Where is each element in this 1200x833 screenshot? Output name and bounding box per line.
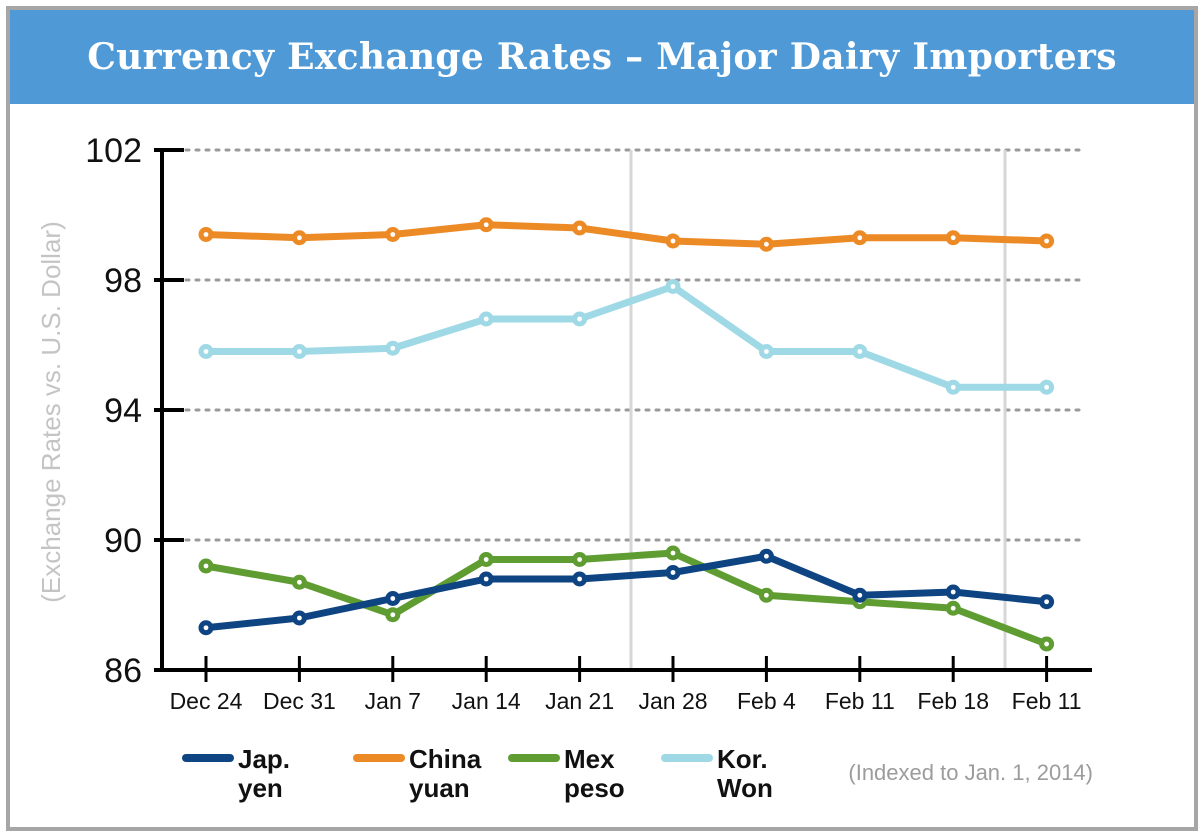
data-point-center xyxy=(577,557,582,562)
y-tick-label: 94 xyxy=(104,392,142,430)
data-point-center xyxy=(670,238,676,244)
data-point-center xyxy=(764,349,769,354)
x-tick-label: Jan 14 xyxy=(452,688,521,714)
y-tick-label: 86 xyxy=(104,652,142,690)
series-group xyxy=(198,217,1055,652)
data-point-center xyxy=(764,241,769,247)
data-point-center xyxy=(950,235,956,241)
data-point-center xyxy=(764,592,769,598)
data-point-center xyxy=(670,570,676,575)
x-tick-labels: Dec 24 Dec 31 Jan 7 Jan 14 Jan 21 Jan 28 Feb 4… xyxy=(170,688,1082,714)
x-tick-label: Dec 24 xyxy=(170,688,243,714)
x-tick-label: Feb 18 xyxy=(917,688,989,714)
x-tick-label: Feb 11 xyxy=(825,688,895,714)
data-point-center xyxy=(390,345,396,351)
data-point-center xyxy=(483,557,489,562)
data-point-center xyxy=(1044,641,1049,647)
data-point-center xyxy=(297,235,302,241)
data-point-center xyxy=(577,225,582,231)
series-line xyxy=(202,552,1051,632)
index-note: (Indexed to Jan. 1, 2014) xyxy=(848,760,1093,785)
data-point-center xyxy=(390,612,396,618)
data-point-center xyxy=(1044,599,1049,605)
x-tick-label: Dec 31 xyxy=(263,688,336,714)
series-line xyxy=(202,283,1051,391)
chart-frame: Currency Exchange Rates – Major Dairy Im… xyxy=(6,6,1198,831)
legend-label: Kor. xyxy=(717,744,768,774)
y-axis-title: (Exchange Rates vs. U.S. Dollar) xyxy=(36,221,66,602)
data-point-center xyxy=(857,235,863,241)
data-point-center xyxy=(203,625,209,631)
legend-label: peso xyxy=(564,773,625,803)
series-line xyxy=(202,221,1051,248)
title-bar: Currency Exchange Rates – Major Dairy Im… xyxy=(10,10,1194,104)
data-point-center xyxy=(950,605,956,611)
data-point-center xyxy=(1044,238,1049,244)
data-point-center xyxy=(577,576,582,582)
x-tick-label: Feb 11 xyxy=(1012,688,1082,714)
axes xyxy=(154,148,1092,682)
data-point-center xyxy=(857,592,863,598)
data-point-center xyxy=(764,553,769,559)
data-point-center xyxy=(390,232,396,237)
y-tick-label: 90 xyxy=(104,522,142,560)
data-point-center xyxy=(670,550,676,556)
legend-label: yuan xyxy=(409,773,470,803)
x-tick-label: Feb 4 xyxy=(737,688,796,714)
y-tick-labels: 102 98 94 90 86 xyxy=(85,132,142,690)
data-point-center xyxy=(1044,384,1049,390)
data-point-center xyxy=(577,316,582,322)
data-point-center xyxy=(203,563,209,569)
legend-label: Jap. xyxy=(238,744,290,774)
data-point-center xyxy=(857,349,863,354)
data-point-center xyxy=(297,615,302,621)
y-tick-label: 98 xyxy=(104,262,142,300)
data-point-center xyxy=(483,316,489,322)
x-tick-label: Jan 28 xyxy=(638,688,707,714)
legend-label: Mex xyxy=(564,744,615,774)
data-point-center xyxy=(390,596,396,601)
data-point-center xyxy=(203,232,209,237)
y-tick-label: 102 xyxy=(85,132,142,170)
legend-label: Won xyxy=(717,773,773,803)
data-point-center xyxy=(950,384,956,390)
data-point-center xyxy=(670,284,676,289)
data-point-center xyxy=(297,579,302,585)
x-tick-label: Jan 21 xyxy=(545,688,614,714)
data-point-center xyxy=(483,576,489,582)
data-point-center xyxy=(297,349,302,354)
chart-title: Currency Exchange Rates – Major Dairy Im… xyxy=(87,36,1117,78)
x-tick-label: Jan 7 xyxy=(365,688,421,714)
data-point-center xyxy=(483,222,489,228)
legend-label: China xyxy=(409,744,482,774)
series-line xyxy=(202,549,1051,648)
data-point-center xyxy=(203,349,209,354)
data-point-center xyxy=(950,589,956,595)
legend-label: yen xyxy=(238,773,283,803)
grid-lines xyxy=(184,148,1086,542)
